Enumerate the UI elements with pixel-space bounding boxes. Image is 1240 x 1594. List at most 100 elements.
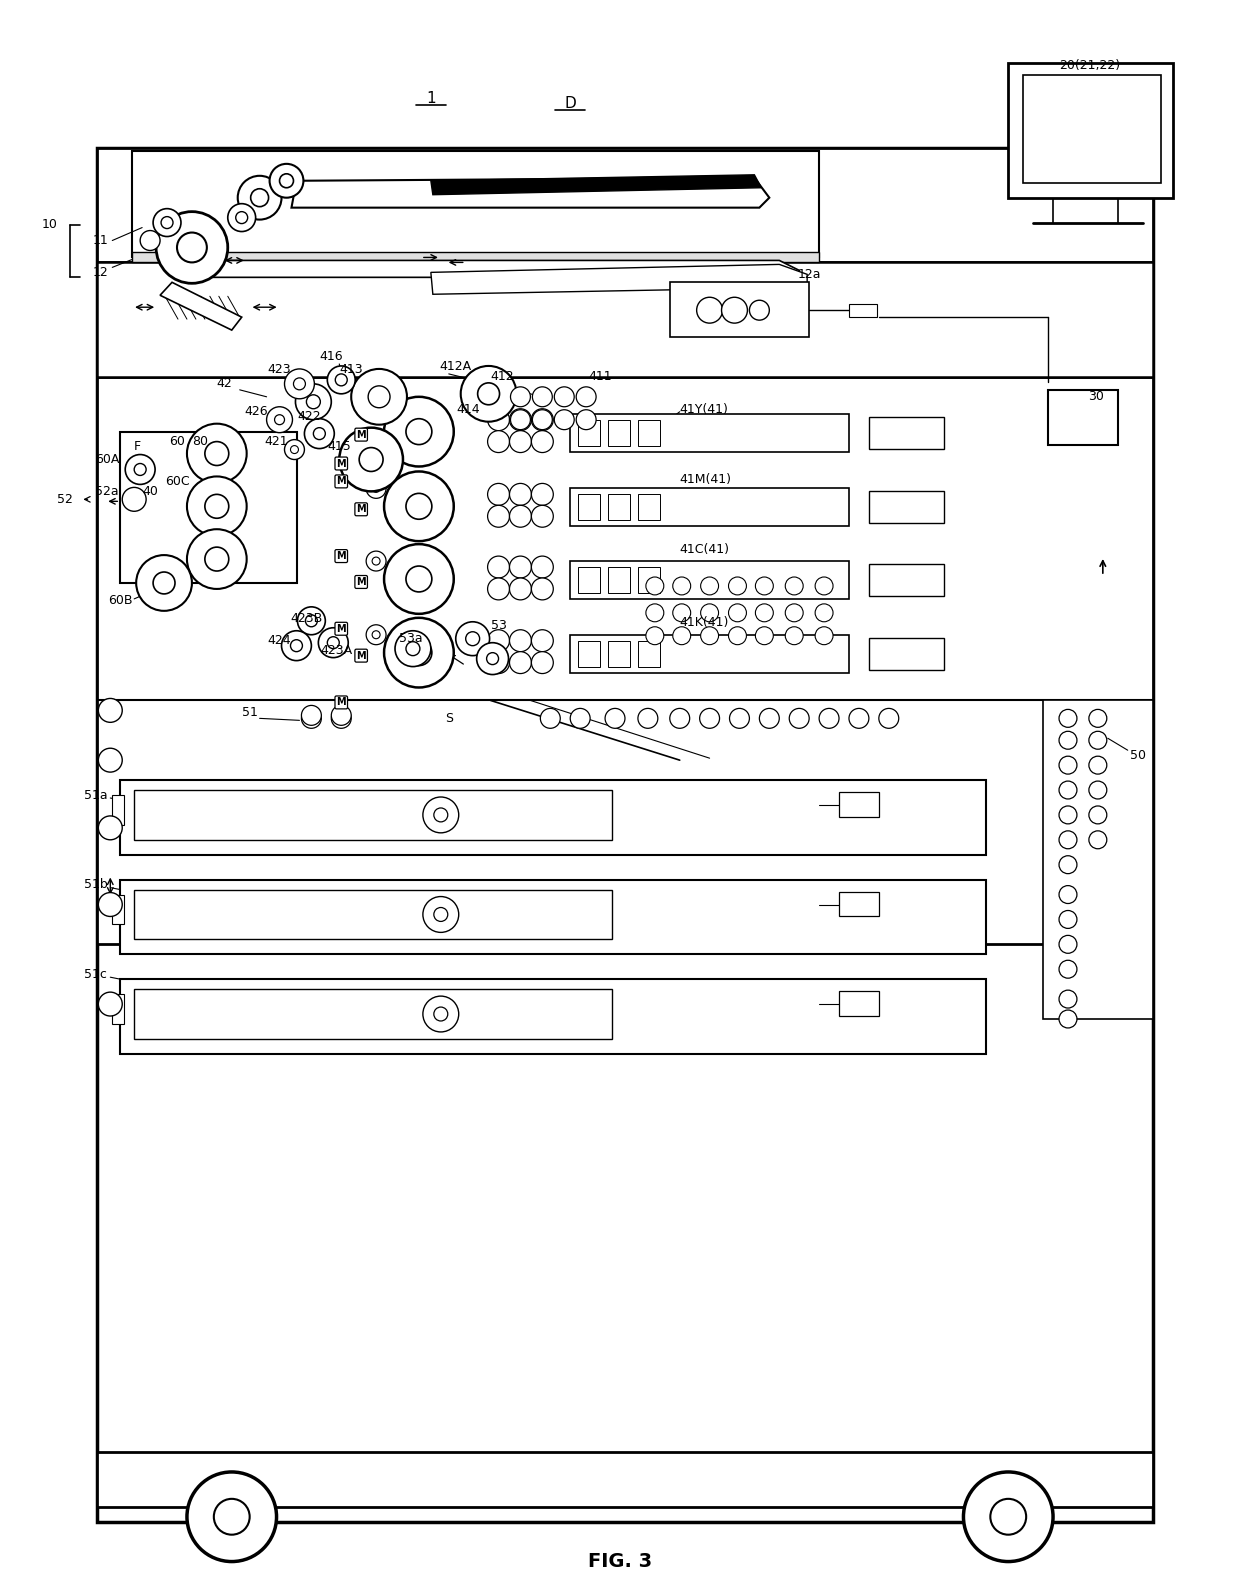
Circle shape: [577, 410, 596, 430]
Circle shape: [510, 505, 532, 528]
Circle shape: [396, 631, 430, 666]
Text: 60C: 60C: [165, 475, 190, 488]
Polygon shape: [133, 151, 820, 257]
Circle shape: [701, 604, 718, 622]
Circle shape: [755, 626, 774, 644]
Circle shape: [532, 408, 553, 430]
Circle shape: [670, 708, 689, 728]
Text: 41M(41): 41M(41): [680, 473, 732, 486]
Bar: [637, 494, 660, 520]
Bar: [608, 494, 630, 520]
Circle shape: [384, 397, 454, 467]
Circle shape: [319, 628, 348, 658]
Circle shape: [1059, 886, 1078, 904]
Text: 53: 53: [491, 620, 506, 633]
Text: 421: 421: [264, 435, 289, 448]
Circle shape: [314, 427, 325, 440]
Circle shape: [673, 626, 691, 644]
Circle shape: [1059, 936, 1078, 953]
Text: M: M: [336, 459, 346, 469]
Circle shape: [849, 708, 869, 728]
Circle shape: [331, 706, 351, 725]
Circle shape: [295, 384, 331, 419]
Circle shape: [487, 630, 510, 652]
Circle shape: [351, 368, 407, 424]
Circle shape: [755, 577, 774, 595]
Circle shape: [1059, 709, 1078, 727]
Circle shape: [187, 424, 247, 483]
Circle shape: [1059, 960, 1078, 979]
Text: 52a: 52a: [95, 485, 119, 497]
Text: 41C(41): 41C(41): [680, 542, 729, 556]
Circle shape: [510, 408, 532, 430]
Circle shape: [510, 579, 532, 599]
Circle shape: [477, 383, 500, 405]
Circle shape: [290, 639, 303, 652]
Circle shape: [140, 231, 160, 250]
Circle shape: [372, 631, 381, 639]
Text: S: S: [445, 713, 453, 725]
Bar: [1008, 64, 1173, 198]
Bar: [1023, 75, 1161, 183]
Circle shape: [290, 446, 299, 454]
Text: 80: 80: [192, 435, 208, 448]
Bar: [98, 148, 1153, 263]
Circle shape: [366, 625, 386, 644]
Circle shape: [281, 631, 311, 660]
Circle shape: [532, 505, 553, 528]
Text: 422: 422: [298, 410, 321, 424]
Circle shape: [187, 529, 247, 588]
Bar: [637, 567, 660, 593]
Bar: [1043, 700, 1153, 1019]
Circle shape: [1089, 732, 1107, 749]
Circle shape: [327, 367, 355, 394]
Text: M: M: [336, 698, 346, 708]
Circle shape: [274, 414, 284, 424]
Circle shape: [340, 427, 403, 491]
Circle shape: [405, 419, 432, 445]
Circle shape: [98, 698, 123, 722]
Circle shape: [205, 494, 228, 518]
Circle shape: [673, 604, 691, 622]
Circle shape: [759, 708, 779, 728]
Bar: [869, 491, 944, 523]
Circle shape: [673, 577, 691, 595]
Circle shape: [461, 367, 517, 422]
Text: 1: 1: [427, 91, 435, 105]
Circle shape: [820, 708, 839, 728]
Bar: [1048, 391, 1117, 445]
Bar: [570, 634, 849, 673]
Circle shape: [476, 642, 508, 674]
Circle shape: [205, 442, 228, 465]
Circle shape: [384, 472, 454, 540]
Circle shape: [301, 706, 321, 725]
Circle shape: [570, 708, 590, 728]
Bar: [134, 889, 613, 939]
Circle shape: [298, 607, 325, 634]
Bar: [869, 564, 944, 596]
Circle shape: [1059, 732, 1078, 749]
Circle shape: [487, 579, 510, 599]
Text: 415: 415: [327, 440, 351, 453]
Text: 30: 30: [1087, 391, 1104, 403]
Text: 40: 40: [143, 485, 157, 497]
Text: 60B: 60B: [108, 595, 133, 607]
Bar: [120, 880, 986, 955]
Bar: [98, 1452, 1153, 1506]
Circle shape: [136, 555, 192, 611]
Text: M: M: [336, 552, 346, 561]
Bar: [570, 488, 849, 526]
Circle shape: [372, 485, 381, 493]
Circle shape: [815, 604, 833, 622]
Circle shape: [755, 604, 774, 622]
Text: FIG. 3: FIG. 3: [588, 1553, 652, 1572]
Text: 423B: 423B: [290, 612, 322, 625]
Circle shape: [405, 566, 432, 591]
Text: 412A: 412A: [440, 360, 471, 373]
Bar: [839, 891, 879, 917]
Text: 51a: 51a: [83, 789, 108, 802]
Text: M: M: [356, 504, 366, 515]
Text: 412: 412: [491, 370, 515, 384]
Circle shape: [785, 604, 804, 622]
Bar: [608, 567, 630, 593]
